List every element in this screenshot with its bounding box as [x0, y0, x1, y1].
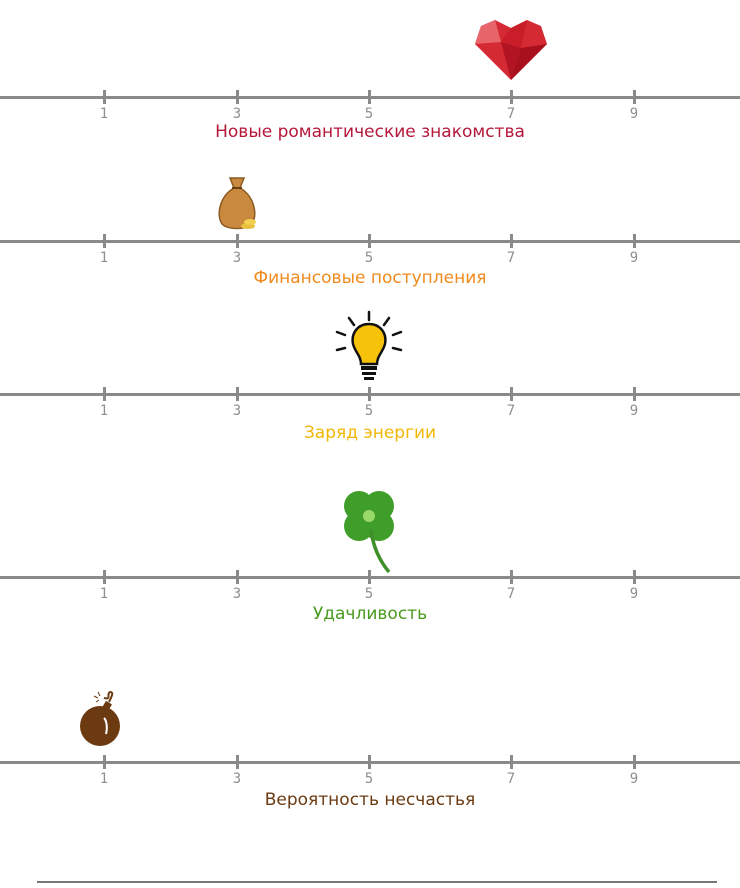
row-title: Вероятность несчастья — [264, 790, 476, 810]
bomb-icon — [76, 690, 132, 754]
four-leaf-clover-icon — [337, 486, 401, 580]
tick-label: 1 — [99, 106, 109, 122]
axis-tick — [633, 90, 636, 104]
axis-tick — [103, 570, 106, 584]
row-title: Новые романтические знакомства — [215, 122, 525, 142]
row-title: Удачливость — [312, 604, 428, 624]
tick-label: 3 — [232, 403, 242, 419]
axis-tick — [236, 570, 239, 584]
tick-label: 7 — [506, 403, 516, 419]
row-title: Финансовые поступления — [253, 268, 487, 288]
light-bulb-icon — [333, 310, 405, 386]
axis-tick — [368, 755, 371, 769]
tick-label: 3 — [232, 250, 242, 266]
axis-tick — [510, 570, 513, 584]
tick-label: 5 — [364, 250, 374, 266]
axis-tick — [368, 90, 371, 104]
tick-label: 5 — [364, 771, 374, 787]
axis-tick — [368, 570, 371, 584]
tick-label: 3 — [232, 586, 242, 602]
axis-tick — [633, 755, 636, 769]
tick-label: 9 — [629, 586, 639, 602]
axis-tick — [510, 387, 513, 401]
scale-axis: 1 3 5 7 9 — [0, 570, 740, 602]
axis-tick — [103, 755, 106, 769]
axis-tick — [633, 387, 636, 401]
axis-tick — [510, 90, 513, 104]
footer-divider — [37, 881, 717, 883]
axis-tick — [368, 387, 371, 401]
tick-label: 5 — [364, 586, 374, 602]
axis-tick — [510, 234, 513, 248]
tick-label: 1 — [99, 771, 109, 787]
axis-tick — [103, 90, 106, 104]
tick-label: 9 — [629, 106, 639, 122]
tick-label: 5 — [364, 403, 374, 419]
axis-tick — [103, 387, 106, 401]
axis-tick — [368, 234, 371, 248]
scale-axis: 1 3 5 7 9 — [0, 90, 740, 122]
tick-label: 9 — [629, 250, 639, 266]
tick-label: 9 — [629, 771, 639, 787]
axis-tick — [236, 234, 239, 248]
axis-tick — [633, 570, 636, 584]
money-bag-icon — [214, 174, 260, 236]
tick-label: 3 — [232, 771, 242, 787]
heart-icon — [471, 18, 551, 86]
scale-axis: 1 3 5 7 9 — [0, 234, 740, 266]
tick-label: 7 — [506, 250, 516, 266]
tick-label: 3 — [232, 106, 242, 122]
scale-axis: 1 3 5 7 9 — [0, 755, 740, 787]
tick-label: 9 — [629, 403, 639, 419]
axis-tick — [633, 234, 636, 248]
tick-label: 7 — [506, 771, 516, 787]
row-title: Заряд энергии — [303, 423, 437, 443]
tick-label: 5 — [364, 106, 374, 122]
axis-tick — [236, 90, 239, 104]
axis-tick — [510, 755, 513, 769]
tick-label: 1 — [99, 586, 109, 602]
axis-tick — [236, 755, 239, 769]
axis-tick — [103, 234, 106, 248]
tick-label: 7 — [506, 586, 516, 602]
scale-axis: 1 3 5 7 9 — [0, 387, 740, 419]
tick-label: 7 — [506, 106, 516, 122]
axis-tick — [236, 387, 239, 401]
tick-label: 1 — [99, 403, 109, 419]
tick-label: 1 — [99, 250, 109, 266]
